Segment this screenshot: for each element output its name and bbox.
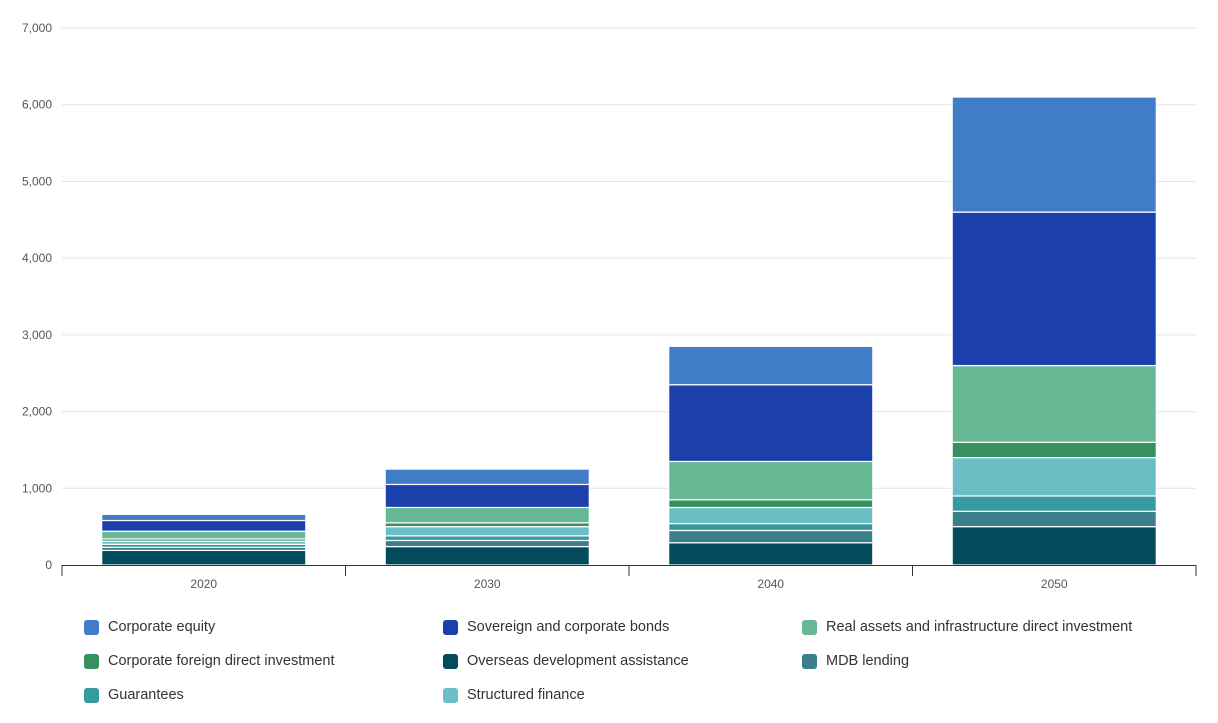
x-tick-label: 2040 xyxy=(757,577,784,591)
bar-segment-guarantees xyxy=(951,495,1157,512)
bar-segment-sovereign-and-corporate-bonds xyxy=(101,519,307,532)
y-tick-label: 5,000 xyxy=(22,174,52,188)
bar-segment-real-assets-and-infrastructure-direct-investment xyxy=(668,460,874,501)
legend-swatch xyxy=(84,619,99,635)
legend-item-sovereign-and-corporate-bonds[interactable]: Sovereign and corporate bonds xyxy=(443,617,802,637)
legend-item-corporate-equity[interactable]: Corporate equity xyxy=(84,617,443,637)
y-tick-label: 2,000 xyxy=(22,405,52,419)
legend-label: Guarantees xyxy=(108,687,184,703)
bar-segment-real-assets-and-infrastructure-direct-investment xyxy=(951,364,1157,443)
chart-legend: Corporate equity Sovereign and corporate… xyxy=(84,617,1204,705)
legend-item-oda[interactable]: Overseas development assistance xyxy=(443,651,802,671)
x-tick-label: 2030 xyxy=(474,577,501,591)
bar-segment-structured-finance xyxy=(668,506,874,525)
legend-swatch xyxy=(84,687,99,703)
y-tick-label: 1,000 xyxy=(22,481,52,495)
bar-segment-real-assets-and-infrastructure-direct-investment xyxy=(101,530,307,540)
chart-svg: 0 1,000 2,000 3,000 4,000 5,000 6,000 7,000 2020… xyxy=(22,21,1197,591)
legend-swatch xyxy=(443,619,458,635)
legend-item-guarantees[interactable]: Guarantees xyxy=(84,685,443,705)
bar-segment-corporate-foreign-direct-investment xyxy=(668,499,874,509)
y-tick-label: 7,000 xyxy=(22,21,52,35)
legend-swatch xyxy=(84,653,99,669)
legend-label: Real assets and infrastructure direct in… xyxy=(826,619,1133,635)
bar-segment-mdb-lending xyxy=(951,510,1157,528)
legend-swatch xyxy=(443,687,458,703)
bar-segment-sovereign-and-corporate-bonds xyxy=(384,483,590,509)
legend-swatch xyxy=(443,653,458,669)
bar-segment-real-assets-and-infrastructure-direct-investment xyxy=(384,506,590,524)
legend-item-mdb-lending[interactable]: MDB lending xyxy=(802,651,1202,671)
legend-label: Overseas development assistance xyxy=(467,653,689,669)
bar-segment-sovereign-and-corporate-bonds xyxy=(668,384,874,463)
stacked-bar-chart: 0 1,000 2,000 3,000 4,000 5,000 6,000 7,000 2020… xyxy=(22,21,1197,591)
legend-label: Corporate equity xyxy=(108,619,216,635)
x-tick-label: 2050 xyxy=(1041,577,1068,591)
legend-item-structured-finance[interactable]: Structured finance xyxy=(443,685,802,705)
bar-segment-structured-finance xyxy=(951,457,1157,497)
legend-item-corporate-fdi[interactable]: Corporate foreign direct investment xyxy=(84,651,443,671)
bar-segment-overseas-development-assistance xyxy=(101,549,307,566)
y-tick-label: 6,000 xyxy=(22,98,52,112)
legend-label: Sovereign and corporate bonds xyxy=(467,619,670,635)
y-tick-label: 4,000 xyxy=(22,251,52,265)
legend-swatch xyxy=(802,619,817,635)
legend-label: MDB lending xyxy=(826,653,910,669)
bar-segment-sovereign-and-corporate-bonds xyxy=(951,211,1157,367)
y-tick-label: 3,000 xyxy=(22,328,52,342)
bar-segment-corporate-equity xyxy=(668,345,874,386)
bar-segment-overseas-development-assistance xyxy=(384,545,590,566)
legend-item-real-assets[interactable]: Real assets and infrastructure direct in… xyxy=(802,617,1202,637)
bar-segment-guarantees xyxy=(384,535,590,542)
legend-label: Corporate foreign direct investment xyxy=(108,653,335,669)
legend-swatch xyxy=(802,653,817,669)
bar-segment-mdb-lending xyxy=(384,539,590,548)
bar-segment-corporate-foreign-direct-investment xyxy=(951,441,1157,459)
bar-segment-corporate-equity xyxy=(101,513,307,522)
y-tick-label: 0 xyxy=(45,558,52,572)
bar-segment-structured-finance xyxy=(384,526,590,537)
legend-label: Structured finance xyxy=(467,687,585,703)
bar-segment-overseas-development-assistance xyxy=(951,526,1157,566)
bar-segment-guarantees xyxy=(668,522,874,532)
x-tick-label: 2020 xyxy=(190,577,217,591)
bar-segment-corporate-equity xyxy=(384,468,590,486)
bar-segment-overseas-development-assistance xyxy=(668,542,874,566)
bar-segment-mdb-lending xyxy=(668,529,874,544)
bar-segment-corporate-equity xyxy=(951,96,1157,213)
